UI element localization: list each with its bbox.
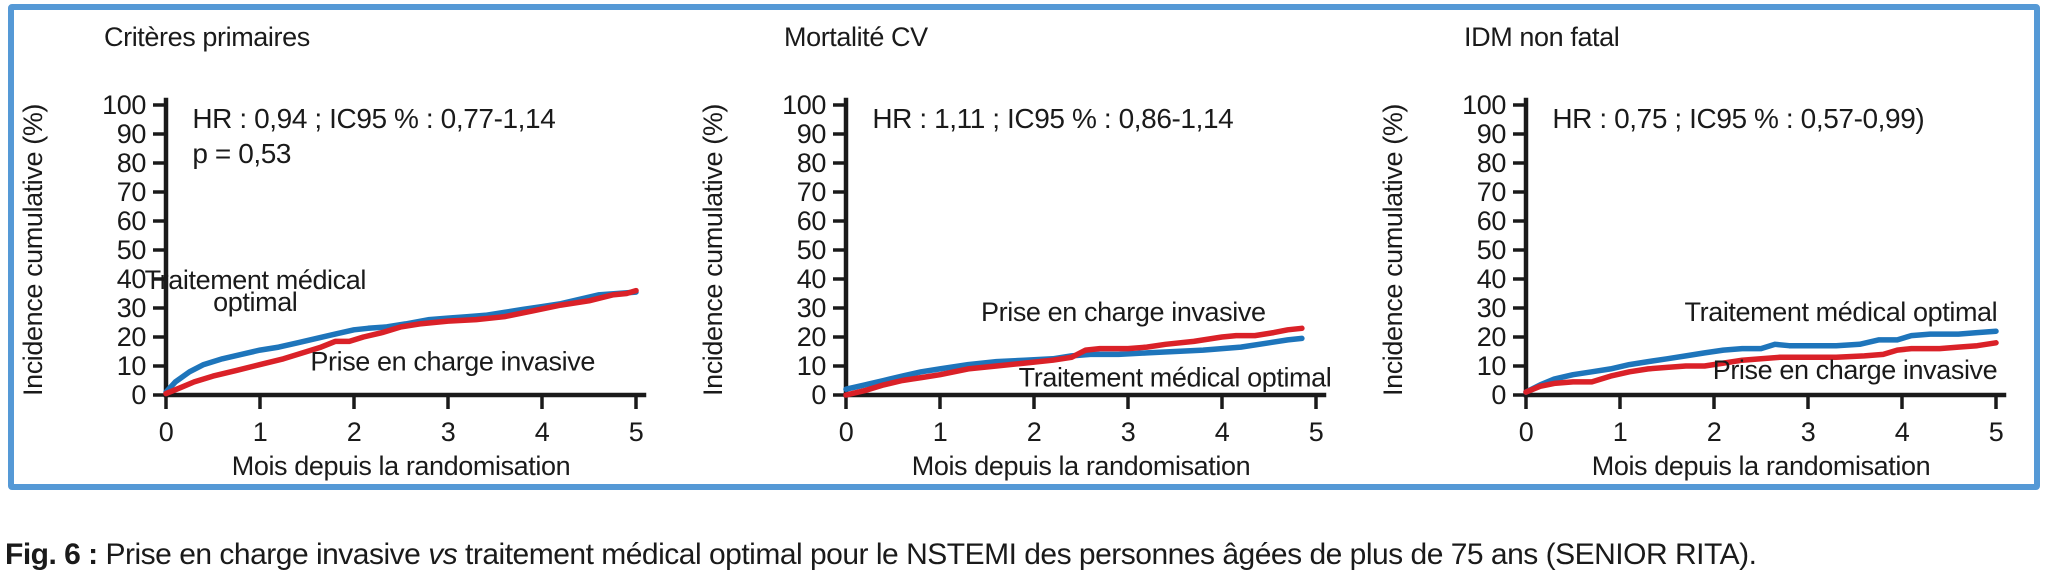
- chart-panel-criteres-primaires: Critères primaires 0 10 20 30 40 50 60 70 80 90 10…: [16, 14, 660, 484]
- series-curve-invasive: [163, 287, 639, 397]
- caption-label: Fig. 6 :: [5, 538, 98, 571]
- y-tick-label: 80: [797, 148, 826, 178]
- y-tick-label: 0: [1491, 380, 1506, 410]
- y-tick-label: 10: [797, 351, 826, 381]
- y-tick-label: 40: [1477, 264, 1506, 294]
- x-tick-label: 4: [1895, 417, 1910, 447]
- hr-stats-text: HR : 1,11 ; IC95 % : 0,86-1,14: [872, 103, 1233, 134]
- y-tick-label: 30: [1477, 293, 1506, 323]
- y-tick-label: 20: [797, 322, 826, 352]
- caption-text-before-vs: Prise en charge invasive: [97, 538, 429, 571]
- y-tick-label: 70: [797, 177, 826, 207]
- y-tick-label: 90: [1477, 119, 1506, 149]
- y-tick-label: 60: [117, 206, 146, 236]
- y-tick-label: 90: [797, 119, 826, 149]
- y-tick-label: 100: [102, 90, 146, 120]
- y-tick-label: 90: [117, 119, 146, 149]
- figure-caption: Fig. 6 : Prise en charge invasive vs tra…: [5, 538, 1757, 572]
- series-label: Traitement médical: [145, 265, 366, 295]
- x-axis-title: Mois depuis la randomisation: [232, 451, 570, 481]
- y-tick-label: 60: [1477, 206, 1506, 236]
- y-tick-label: 70: [117, 177, 146, 207]
- y-tick-label: 60: [797, 206, 826, 236]
- y-tick-label: 30: [797, 293, 826, 323]
- series-label: Prise en charge invasive: [981, 297, 1266, 327]
- x-tick-label: 0: [159, 417, 174, 447]
- x-tick-label: 5: [629, 417, 644, 447]
- chart-panel-idm-non-fatal: IDM non fatal 0 10 20 30 40 50 60 70 80 90 100 0 1 2 3…: [1376, 14, 2020, 484]
- x-tick-label: 1: [933, 417, 948, 447]
- x-tick-label: 2: [1707, 417, 1722, 447]
- caption-vs: vs: [428, 538, 458, 571]
- hr-stats-text: HR : 0,75 ; IC95 % : 0,57-0,99): [1552, 103, 1924, 134]
- y-axis-title: Incidence cumulative (%): [698, 104, 728, 396]
- y-tick-label: 100: [1462, 90, 1506, 120]
- y-tick-label: 50: [117, 235, 146, 265]
- y-tick-label: 40: [797, 264, 826, 294]
- x-tick-label: 3: [441, 417, 456, 447]
- x-tick-label: 2: [347, 417, 362, 447]
- series-label: optimal: [213, 287, 297, 317]
- y-tick-label: 0: [131, 380, 146, 410]
- x-tick-label: 5: [1989, 417, 2004, 447]
- series-label: Traitement médical optimal: [1019, 362, 1332, 392]
- y-tick-label: 20: [117, 322, 146, 352]
- y-tick-label: 80: [1477, 148, 1506, 178]
- y-axis-title: Incidence cumulative (%): [18, 104, 48, 396]
- x-tick-label: 3: [1801, 417, 1816, 447]
- series-label: Prise en charge invasive: [310, 346, 595, 376]
- y-tick-label: 50: [797, 235, 826, 265]
- x-axis-title: Mois depuis la randomisation: [912, 451, 1250, 481]
- y-tick-label: 70: [1477, 177, 1506, 207]
- x-tick-label: 5: [1309, 417, 1324, 447]
- y-tick-label: 20: [1477, 322, 1506, 352]
- x-tick-label: 0: [839, 417, 854, 447]
- caption-text-after-vs: traitement médical optimal pour le NSTEM…: [457, 538, 1757, 571]
- y-tick-label: 10: [117, 351, 146, 381]
- x-tick-label: 0: [1519, 417, 1534, 447]
- x-axis-title: Mois depuis la randomisation: [1592, 451, 1930, 481]
- series-curve-invasive: [1523, 340, 1999, 395]
- y-tick-label: 50: [1477, 235, 1506, 265]
- y-tick-label: 40: [117, 264, 146, 294]
- x-tick-label: 1: [253, 417, 268, 447]
- x-tick-label: 2: [1027, 417, 1042, 447]
- y-tick-label: 30: [117, 293, 146, 323]
- y-axis-title: Incidence cumulative (%): [1378, 104, 1408, 396]
- y-tick-label: 80: [117, 148, 146, 178]
- x-tick-label: 4: [535, 417, 550, 447]
- y-tick-label: 10: [1477, 351, 1506, 381]
- chart-panel-mortalite-cv: Mortalité CV 0 10 20 30 40 50 60 70 80 90 100 0 1 2 3 4…: [696, 14, 1340, 484]
- x-tick-label: 3: [1121, 417, 1136, 447]
- series-label: Prise en charge invasive: [1713, 355, 1998, 385]
- x-tick-label: 1: [1613, 417, 1628, 447]
- chart-title-criteres-primaires: Critères primaires: [104, 22, 310, 52]
- y-tick-label: 0: [811, 380, 826, 410]
- series-curve-invasive: [843, 325, 1305, 398]
- x-tick-label: 4: [1215, 417, 1230, 447]
- figure-box: Critères primaires 0 10 20 30 40 50 60 70 80 90 10…: [8, 4, 2040, 490]
- chart-title-mortalite-cv: Mortalité CV: [784, 22, 928, 52]
- hr-stats-text: p = 0,53: [192, 138, 291, 169]
- chart-title-idm-non-fatal: IDM non fatal: [1464, 22, 1620, 52]
- series-label: Traitement médical optimal: [1685, 297, 1998, 327]
- series-curve-medical: [1523, 328, 1999, 395]
- y-tick-label: 100: [782, 90, 826, 120]
- hr-stats-text: HR : 0,94 ; IC95 % : 0,77-1,14: [192, 103, 555, 134]
